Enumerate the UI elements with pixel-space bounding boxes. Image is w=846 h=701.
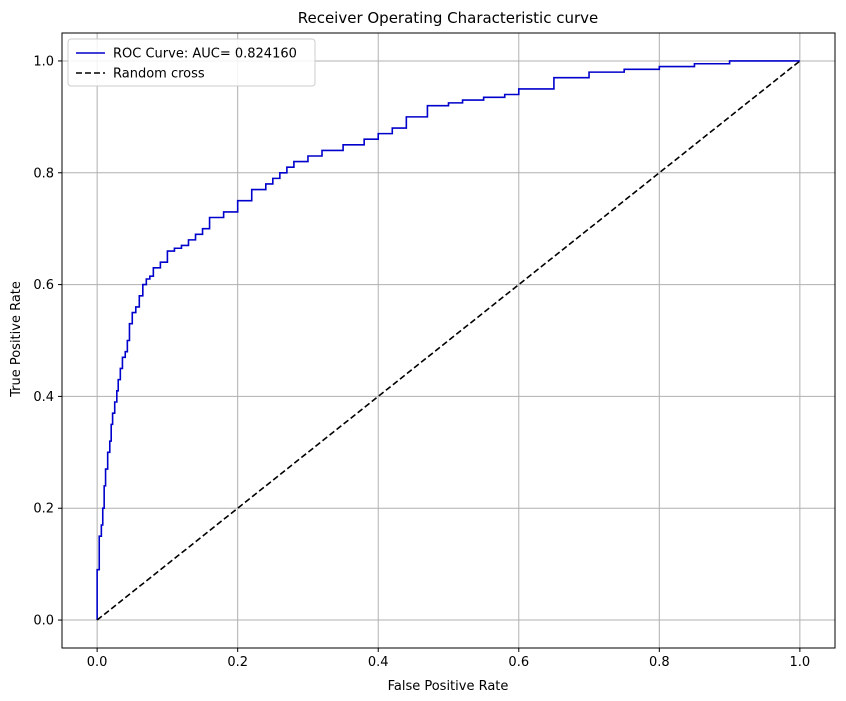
x-tick-label: 0.0 bbox=[87, 655, 108, 670]
roc-curve-line bbox=[96, 60, 800, 621]
random-cross-line bbox=[96, 60, 801, 621]
y-tick-label: 0.8 bbox=[33, 166, 54, 181]
y-tick-label: 0.6 bbox=[33, 278, 54, 293]
y-tick-label: 0.4 bbox=[33, 390, 54, 405]
chart-title: Receiver Operating Characteristic curve bbox=[298, 9, 599, 27]
x-tick-label: 0.8 bbox=[649, 655, 670, 670]
y-tick-label: 0.0 bbox=[33, 614, 54, 629]
legend-box bbox=[67, 38, 316, 87]
x-tick-label: 0.6 bbox=[508, 655, 529, 670]
x-axis-label: False Positive Rate bbox=[388, 679, 509, 694]
y-axis-label: True Positive Rate bbox=[9, 281, 24, 398]
ticks: 0.0 0.2 0.4 0.6 0.8 1.0 0.0 0.2 0.4 0.6 0.8 1.0 bbox=[33, 54, 810, 670]
legend-roc-label: ROC Curve: AUC= 0.824160 bbox=[113, 47, 297, 62]
x-tick-label: 1.0 bbox=[790, 655, 811, 670]
y-tick-label: 1.0 bbox=[33, 54, 54, 69]
plot-frame bbox=[61, 32, 836, 649]
plot-lines bbox=[96, 60, 801, 621]
legend: ROC Curve: AUC= 0.824160 Random cross bbox=[67, 38, 316, 87]
x-tick-label: 0.4 bbox=[368, 655, 389, 670]
legend-random-label: Random cross bbox=[113, 67, 205, 82]
y-tick-label: 0.2 bbox=[33, 502, 54, 517]
x-tick-label: 0.2 bbox=[227, 655, 248, 670]
